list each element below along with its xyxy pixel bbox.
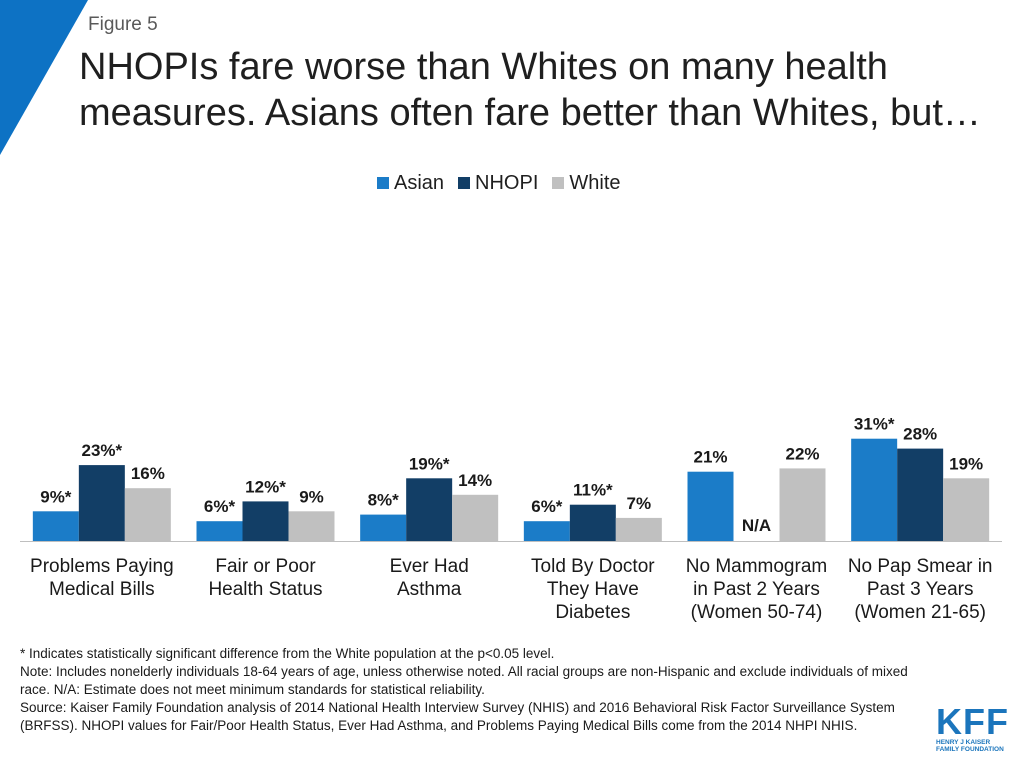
- corner-accent-triangle: [0, 0, 88, 155]
- bar-label-asian-4: 21%: [693, 448, 727, 467]
- page-title: NHOPIs fare worse than Whites on many he…: [79, 46, 981, 134]
- category-label-4-line-0: No Mammogram: [686, 556, 827, 577]
- bar-asian-0: [32, 511, 79, 541]
- bar-nhopi-1: [242, 501, 289, 541]
- category-label-0-line-1: Medical Bills: [49, 579, 155, 600]
- category-label-2-line-1: Asthma: [397, 579, 462, 600]
- bar-label-nhopi-1: 12%*: [245, 477, 286, 496]
- bar-white-3: [615, 517, 662, 541]
- bar-label-nhopi-2: 19%*: [409, 454, 450, 473]
- bar-label-white-2: 14%: [458, 471, 492, 490]
- category-label-1-line-0: Fair or Poor: [215, 556, 316, 577]
- bar-white-0: [124, 488, 171, 541]
- legend-label-white: White: [569, 171, 621, 194]
- footnotes: * Indicates statistically significant di…: [20, 645, 920, 735]
- kff-logo-mark: KFF: [936, 701, 1009, 742]
- category-label-5-line-0: No Pap Smear in: [848, 556, 993, 577]
- bar-label-white-5: 19%: [949, 454, 983, 473]
- bar-label-white-1: 9%: [299, 487, 324, 506]
- category-label-1-line-1: Health Status: [208, 579, 322, 600]
- legend-item-asian: Asian: [377, 172, 444, 195]
- bar-nhopi-5: [897, 448, 944, 541]
- bar-label-white-4: 22%: [785, 444, 819, 463]
- bar-asian-3: [523, 521, 570, 541]
- category-label-5-line-2: (Women 21-65): [854, 602, 986, 623]
- bar-label-asian-5: 31%*: [854, 415, 895, 434]
- category-label-2-line-0: Ever Had: [390, 556, 469, 577]
- bar-label-asian-0: 9%*: [40, 487, 72, 506]
- bar-label-asian-1: 6%*: [204, 497, 236, 516]
- category-label-4-line-1: in Past 2 Years: [693, 579, 820, 600]
- bar-asian-1: [196, 521, 243, 541]
- kff-logo-line2: FAMILY FOUNDATION: [936, 746, 1004, 753]
- legend-label-asian: Asian: [394, 171, 445, 194]
- legend-swatch-nhopi: [458, 177, 471, 189]
- bar-label-nhopi-4: N/A: [742, 516, 771, 535]
- legend-swatch-white: [552, 177, 565, 189]
- bar-white-1: [288, 511, 335, 541]
- footnote-source: Source: Kaiser Family Foundation analysi…: [20, 700, 895, 733]
- legend-item-nhopi: NHOPI: [458, 172, 538, 195]
- category-label-5-line-1: Past 3 Years: [867, 579, 974, 600]
- bar-asian-5: [851, 438, 898, 541]
- legend-label-nhopi: NHOPI: [475, 171, 539, 194]
- bar-white-4: [779, 468, 826, 541]
- category-label-3-line-0: Told By Doctor: [531, 556, 655, 577]
- footnote-significance: * Indicates statistically significant di…: [20, 646, 555, 661]
- bar-nhopi-2: [406, 478, 453, 541]
- bar-label-white-0: 16%: [131, 464, 165, 483]
- bar-nhopi-3: [569, 504, 616, 541]
- bar-label-nhopi-0: 23%*: [82, 441, 123, 460]
- kff-logo-line1: HENRY J KAISER: [936, 739, 991, 746]
- chart-legend: Asian NHOPI White: [377, 171, 621, 195]
- bar-label-asian-2: 8%*: [368, 491, 400, 510]
- footnote-note: Note: Includes nonelderly individuals 18…: [20, 664, 908, 697]
- kff-logo: KFF HENRY J KAISER FAMILY FOUNDATION: [936, 701, 1009, 754]
- category-label-3-line-1: They Have: [547, 579, 639, 600]
- bar-label-asian-3: 6%*: [531, 497, 563, 516]
- bar-white-5: [943, 478, 990, 541]
- bar-label-white-3: 7%: [627, 494, 652, 513]
- bar-white-2: [452, 494, 499, 541]
- category-label-3-line-2: Diabetes: [555, 602, 630, 623]
- legend-item-white: White: [552, 171, 621, 195]
- category-label-4-line-2: (Women 50-74): [691, 602, 823, 623]
- bar-asian-4: [687, 471, 734, 541]
- legend-swatch-asian: [377, 177, 389, 189]
- bar-asian-2: [360, 514, 407, 541]
- bar-label-nhopi-3: 11%*: [573, 481, 613, 500]
- category-label-0-line-0: Problems Paying: [30, 556, 174, 577]
- bar-nhopi-0: [78, 465, 125, 541]
- bar-label-nhopi-5: 28%: [903, 425, 937, 444]
- figure-label: Figure 5: [88, 14, 158, 35]
